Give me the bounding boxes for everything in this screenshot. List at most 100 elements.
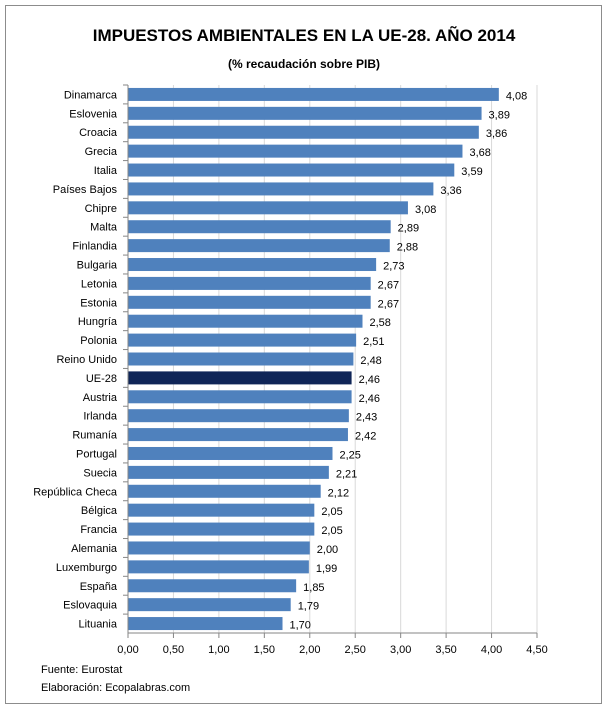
- value-label: 2,67: [378, 298, 399, 310]
- value-label: 2,46: [359, 374, 380, 386]
- bar: [128, 446, 333, 460]
- value-label: 1,70: [290, 620, 311, 632]
- value-label: 1,79: [298, 601, 319, 613]
- bar: [128, 390, 352, 404]
- value-label: 1,99: [316, 563, 337, 575]
- category-label: Croacia: [79, 127, 118, 139]
- x-tick-label: 3,50: [435, 644, 456, 656]
- bar: [128, 125, 479, 139]
- category-label: Italia: [94, 165, 118, 177]
- bar: [128, 276, 371, 290]
- category-label: Irlanda: [83, 411, 118, 423]
- value-label: 2,42: [355, 431, 376, 443]
- bar: [128, 144, 463, 158]
- category-label: Luxemburgo: [56, 562, 117, 574]
- value-label: 2,73: [383, 261, 404, 273]
- value-label: 2,05: [321, 525, 342, 537]
- bar: [128, 522, 315, 536]
- bar: [128, 428, 348, 442]
- bar: [128, 484, 321, 498]
- bar: [128, 239, 390, 253]
- value-label: 2,58: [369, 317, 390, 329]
- bar: [128, 617, 283, 631]
- category-label: Eslovaquia: [63, 600, 118, 612]
- source-note: Fuente: Eurostat: [41, 664, 123, 676]
- category-label: Chipre: [85, 203, 117, 215]
- value-label: 2,51: [363, 336, 384, 348]
- bar: [128, 409, 349, 423]
- value-label: 2,67: [378, 279, 399, 291]
- bar: [128, 465, 329, 479]
- category-label: UE-28: [86, 373, 117, 385]
- category-label: Estonia: [80, 297, 118, 309]
- value-label: 3,36: [440, 185, 461, 197]
- category-label: Grecia: [85, 146, 118, 158]
- value-label: 2,88: [397, 242, 418, 254]
- category-label: Dinamarca: [64, 89, 118, 101]
- x-tick-label: 1,00: [208, 644, 229, 656]
- category-label: Bélgica: [81, 505, 118, 517]
- category-label: Malta: [90, 222, 118, 234]
- bar: [128, 258, 377, 272]
- value-label: 1,85: [303, 582, 324, 594]
- value-label: 2,25: [340, 449, 361, 461]
- value-label: 4,08: [506, 90, 527, 102]
- category-label: Alemania: [71, 543, 118, 555]
- category-label: Polonia: [80, 335, 118, 347]
- category-label: República Checa: [33, 486, 118, 498]
- x-tick-label: 4,50: [526, 644, 547, 656]
- category-label: Suecia: [83, 467, 118, 479]
- category-label: Países Bajos: [53, 184, 118, 196]
- value-label: 2,46: [359, 393, 380, 405]
- value-label: 2,89: [398, 223, 419, 235]
- credit-note: Elaboración: Ecopalabras.com: [41, 682, 191, 694]
- value-label: 3,68: [469, 147, 490, 159]
- bar: [128, 220, 391, 234]
- bar: [128, 314, 363, 328]
- bar: [128, 371, 352, 385]
- bar: [128, 106, 482, 120]
- category-label: Bulgaria: [77, 260, 118, 272]
- value-label: 3,08: [415, 204, 436, 216]
- x-tick-label: 2,50: [345, 644, 366, 656]
- x-tick-label: 2,00: [299, 644, 320, 656]
- chart-title: IMPUESTOS AMBIENTALES EN LA UE-28. AÑO 2…: [92, 26, 516, 45]
- x-tick-label: 1,50: [254, 644, 275, 656]
- bar: [128, 579, 297, 593]
- value-label: 2,43: [356, 412, 377, 424]
- category-label: Francia: [80, 524, 118, 536]
- category-label: Lituania: [78, 619, 117, 631]
- bar: [128, 201, 408, 215]
- bar: [128, 182, 434, 196]
- value-label: 3,89: [489, 109, 510, 121]
- bar: [128, 352, 354, 366]
- category-label: Portugal: [76, 448, 117, 460]
- category-label: Reino Unido: [56, 354, 117, 366]
- value-label: 2,00: [317, 544, 338, 556]
- value-label: 2,48: [360, 355, 381, 367]
- x-tick-label: 4,00: [481, 644, 502, 656]
- value-label: 2,05: [321, 506, 342, 518]
- bar: [128, 87, 499, 101]
- category-label: Eslovenia: [69, 108, 118, 120]
- x-tick-label: 0,00: [117, 644, 138, 656]
- value-label: 2,21: [336, 468, 357, 480]
- value-label: 3,86: [486, 128, 507, 140]
- category-label: España: [80, 581, 118, 593]
- chart-subtitle: (% recaudación sobre PIB): [227, 57, 381, 71]
- value-label: 3,59: [461, 166, 482, 178]
- x-tick-label: 0,50: [163, 644, 184, 656]
- category-label: Finlandia: [72, 241, 118, 253]
- bar: [128, 560, 309, 574]
- category-label: Hungría: [78, 316, 118, 328]
- category-label: Rumanía: [72, 430, 118, 442]
- bar: [128, 295, 371, 309]
- bar: [128, 541, 310, 555]
- bar: [128, 333, 357, 347]
- bar: [128, 503, 315, 517]
- category-label: Letonia: [81, 278, 118, 290]
- value-label: 2,12: [328, 487, 349, 499]
- bar: [128, 598, 291, 612]
- x-tick-label: 3,00: [390, 644, 411, 656]
